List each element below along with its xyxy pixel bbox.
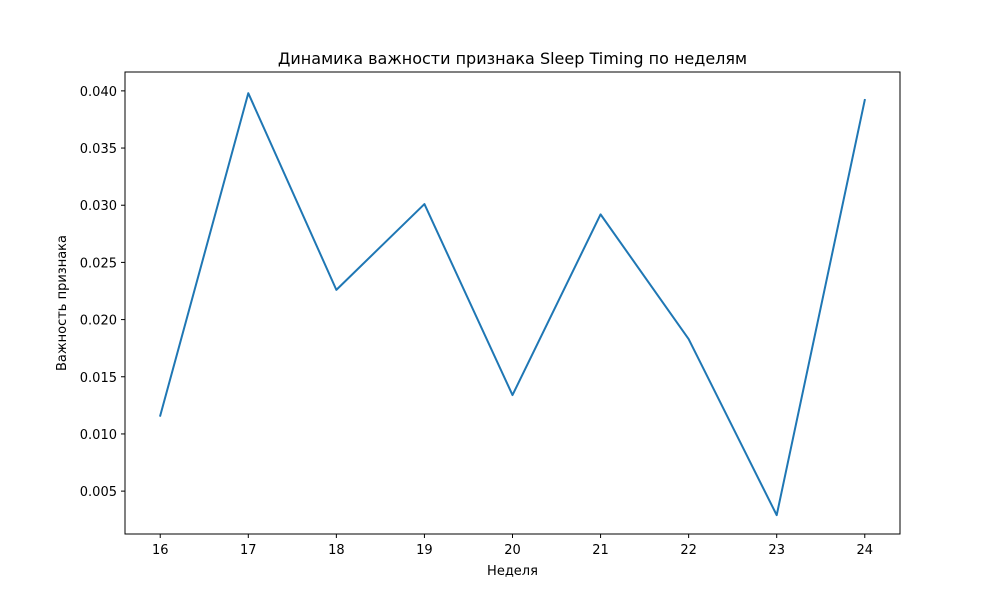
y-tick-label: 0.015 [80, 371, 117, 386]
y-tick-label: 0.035 [80, 142, 117, 157]
y-tick-label: 0.040 [80, 85, 117, 100]
plot-frame [124, 71, 901, 535]
x-tick-label: 23 [768, 543, 785, 558]
chart-title: Динамика важности признака Sleep Timing … [278, 49, 747, 68]
y-tick-label: 0.025 [80, 256, 117, 271]
x-tick-label: 20 [504, 543, 521, 558]
y-axis-title: Важность признака [55, 235, 70, 371]
x-tick-label: 22 [680, 543, 697, 558]
x-tick-label: 21 [592, 543, 609, 558]
x-tick-label: 16 [152, 543, 169, 558]
x-tick-label: 19 [416, 543, 433, 558]
y-tick-label: 0.030 [80, 199, 117, 214]
x-tick-label: 24 [856, 543, 873, 558]
y-tick-label: 0.020 [80, 314, 117, 329]
y-tick-label: 0.005 [80, 485, 117, 500]
x-tick-label: 17 [240, 543, 257, 558]
y-tick-label: 0.010 [80, 428, 117, 443]
plot-area: 16 17 18 19 20 21 22 23 24 0.005 0.010 0.015 0.020 0.… [80, 71, 901, 558]
x-tick-label: 18 [328, 543, 345, 558]
x-axis-title: Неделя [487, 564, 538, 579]
